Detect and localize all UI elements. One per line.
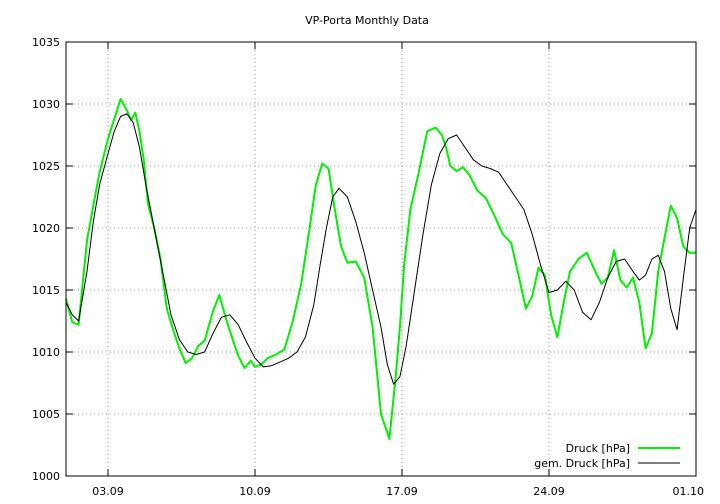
axis-ticks: 1000 1005 1010 1015 1020 1025 1030 1035 03.09 10.…	[32, 36, 704, 498]
series-layer	[65, 98, 697, 440]
y-tick-label: 1035	[32, 36, 60, 49]
y-tick-label: 1005	[32, 408, 60, 421]
x-tick-label: 24.09	[533, 485, 565, 498]
x-tick-label: 17.09	[386, 485, 418, 498]
x-tick-label: 10.09	[239, 485, 271, 498]
y-tick-label: 1020	[32, 222, 60, 235]
y-tick-label: 1025	[32, 160, 60, 173]
y-tick-label: 1015	[32, 284, 60, 297]
legend-label: Druck [hPa]	[566, 442, 630, 455]
y-tick-label: 1000	[32, 470, 60, 483]
grid-lines	[66, 42, 696, 476]
legend: Druck [hPa] gem. Druck [hPa]	[534, 442, 680, 470]
y-tick-label: 1030	[32, 98, 60, 111]
x-tick-label: 03.09	[92, 485, 124, 498]
plot-frame	[65, 41, 697, 477]
legend-label: gem. Druck [hPa]	[534, 457, 630, 470]
chart-title: VP-Porta Monthly Data	[305, 14, 429, 27]
x-tick-label: 01.10	[673, 485, 705, 498]
series-line-gem-druck	[65, 113, 697, 385]
series-line-druck	[65, 98, 696, 440]
y-tick-label: 1010	[32, 346, 60, 359]
